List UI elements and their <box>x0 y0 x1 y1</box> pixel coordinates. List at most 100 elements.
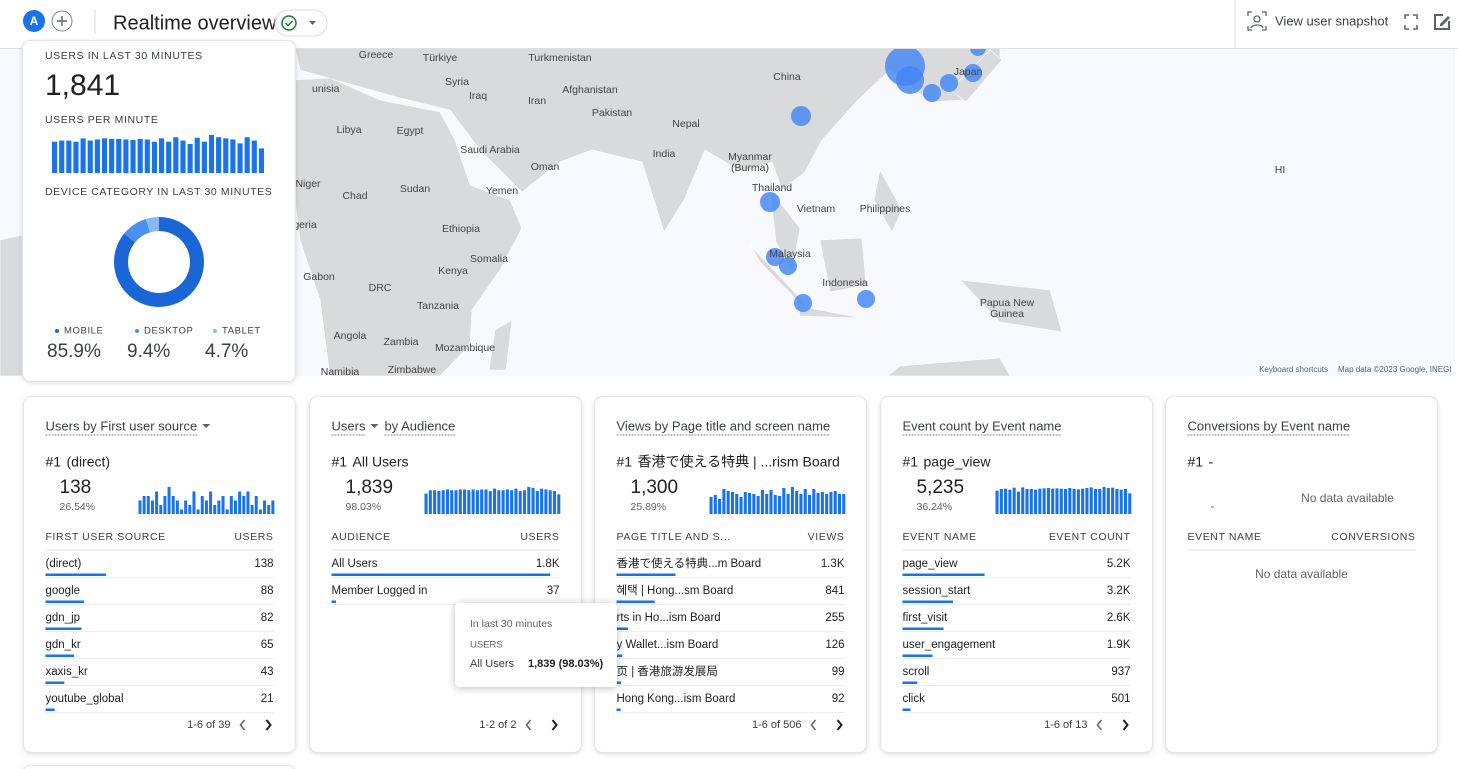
prev-page[interactable] <box>525 719 532 731</box>
spark-bar <box>142 496 146 514</box>
spark-bar <box>735 494 739 514</box>
row-name[interactable]: y Wallet...ism Board <box>617 639 719 651</box>
row-share-bar <box>45 654 75 657</box>
row-value: 1.9K <box>1107 639 1131 651</box>
col-header: EVENT COUNT <box>1049 531 1131 543</box>
spark-bar <box>1055 488 1059 514</box>
title-caret[interactable] <box>370 424 379 428</box>
row-name[interactable]: Hong Kong...ism Board <box>617 693 736 705</box>
tooltip-metric: USERS <box>470 640 503 651</box>
prev-page[interactable] <box>810 719 817 731</box>
spark-bar <box>1123 489 1128 514</box>
view-user-snapshot[interactable]: View user snapshot <box>1275 13 1389 28</box>
spark-bar <box>548 490 552 514</box>
spark-bar <box>1093 489 1098 514</box>
row-share-bar <box>902 627 944 630</box>
tooltip-name: All Users <box>470 658 515 670</box>
top-name: All Users <box>353 454 409 470</box>
card-title[interactable]: Users by First user source <box>46 418 198 433</box>
row-name[interactable]: first_visit <box>903 612 949 624</box>
card-title[interactable]: Views by Page title and screen name <box>617 418 831 433</box>
row-name[interactable]: gdn_kr <box>46 639 81 651</box>
row-name[interactable]: click <box>903 693 926 705</box>
spark-bar <box>1081 488 1085 514</box>
spark-bar <box>254 496 258 514</box>
card-title[interactable]: Conversions by Event name <box>1188 418 1351 433</box>
row-value: 2.6K <box>1107 612 1131 624</box>
spark-bar <box>159 505 163 514</box>
spark-bar <box>258 509 262 514</box>
row-name[interactable]: 页 | 香港旅游发展局 <box>617 664 718 678</box>
row-name[interactable]: youtube_global <box>46 693 124 705</box>
row-name[interactable]: google <box>46 585 81 597</box>
spark-bar <box>192 491 196 514</box>
spark-bar <box>238 491 242 514</box>
map-label: Afghanistan <box>562 84 618 96</box>
spark-bar <box>743 492 747 514</box>
status-pill[interactable] <box>274 9 328 37</box>
add-button[interactable] <box>51 10 73 32</box>
row-name[interactable]: rts in Ho...ism Board <box>617 612 721 624</box>
row-name[interactable]: xaxis_kr <box>46 666 88 678</box>
top-share: 25.89% <box>631 501 667 513</box>
spark-bar <box>1064 489 1068 514</box>
map-label: Oman <box>531 161 560 173</box>
next-page[interactable] <box>836 719 843 731</box>
row-value: 1.3K <box>821 558 845 570</box>
fullscreen-icon[interactable] <box>1404 14 1418 30</box>
map-label: Saudi Arabia <box>460 144 520 156</box>
spark-bar <box>66 140 72 173</box>
report-card <box>1165 396 1438 753</box>
spark-bar <box>1004 488 1008 514</box>
avatar[interactable] <box>23 10 45 32</box>
row-name[interactable]: scroll <box>903 666 930 678</box>
row-name[interactable]: gdn_jp <box>46 612 81 624</box>
row-name[interactable]: user_engagement <box>903 639 997 651</box>
row-name[interactable]: Member Logged in <box>332 585 428 597</box>
map-shortcuts[interactable]: Keyboard shortcuts <box>1259 365 1328 374</box>
row-name[interactable]: page_view <box>903 558 959 570</box>
spark-bar <box>510 490 514 514</box>
spark-bar <box>505 489 509 514</box>
spark-bar <box>833 491 837 514</box>
row-name[interactable]: session_start <box>903 585 972 597</box>
row-name[interactable]: All Users <box>332 558 378 570</box>
next-page[interactable] <box>265 719 272 731</box>
spark-bar <box>471 489 475 514</box>
row-value: 138 <box>254 558 273 570</box>
map-label: Greece <box>359 49 394 61</box>
card-title[interactable]: Users <box>332 418 366 433</box>
row-value: 3.2K <box>1107 585 1131 597</box>
spark-bar <box>87 140 93 173</box>
row-value: 37 <box>547 585 560 597</box>
row-name[interactable]: (direct) <box>46 558 82 570</box>
spark-bar <box>1111 487 1115 514</box>
row-name[interactable]: 혜택 | Hong...sm Board <box>617 584 734 597</box>
next-page[interactable] <box>551 719 558 731</box>
prev-page[interactable] <box>239 719 246 731</box>
card-title[interactable]: by Audience <box>384 418 455 433</box>
map-label: Turkmenistan <box>528 52 591 64</box>
map-label: Vietnam <box>797 203 836 215</box>
spark-bar <box>1016 491 1020 514</box>
next-page[interactable] <box>1122 719 1129 731</box>
spark-bar <box>1106 488 1110 514</box>
spark-bar <box>217 500 221 514</box>
device-label: DEVICE CATEGORY IN LAST 30 MINUTES <box>45 186 272 198</box>
card-title[interactable]: Event count by Event name <box>903 418 1062 433</box>
row-name[interactable]: 香港で使える特典...m Board <box>617 556 762 570</box>
plus-icon <box>57 16 67 26</box>
edit-icon[interactable] <box>1434 14 1450 30</box>
row-share-bar <box>45 573 107 576</box>
legend-dot <box>135 329 139 333</box>
top-rank: #1 <box>903 454 919 470</box>
map-label: Thailand <box>752 182 792 194</box>
spark-bar <box>1059 488 1063 514</box>
spark-bar <box>230 139 236 173</box>
spark-bar <box>204 500 208 514</box>
prev-page[interactable] <box>1096 719 1103 731</box>
title-caret[interactable] <box>202 424 211 428</box>
spark-bar <box>1076 489 1080 514</box>
row-share-bar <box>902 600 954 603</box>
map-label: Nepal <box>672 118 699 130</box>
